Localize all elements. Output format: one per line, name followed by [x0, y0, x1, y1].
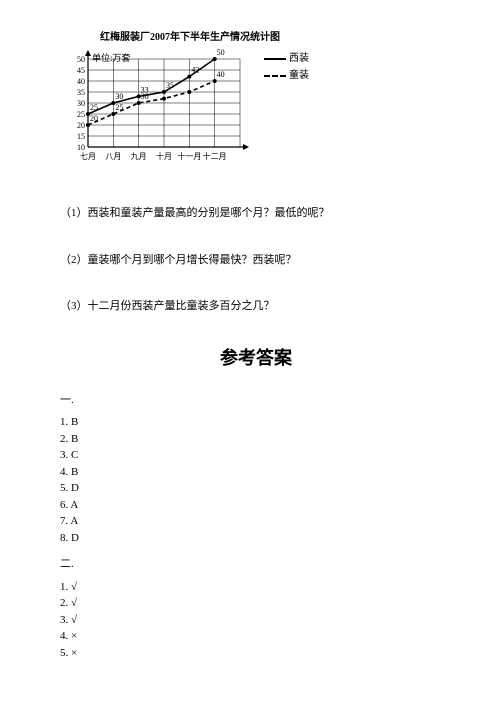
svg-text:十月: 十月 [156, 151, 172, 161]
answer-item: 2. √ [60, 595, 452, 612]
svg-text:50: 50 [217, 48, 225, 57]
legend-line-dashed [264, 75, 286, 77]
svg-text:15: 15 [77, 132, 85, 141]
legend-series1: 西装 [264, 51, 309, 66]
svg-text:20: 20 [77, 121, 85, 130]
svg-text:十二月: 十二月 [203, 151, 227, 161]
question-1: （1）西装和童装产量最高的分别是哪个月？最低的呢？ [60, 205, 452, 222]
answer-item: 5. × [60, 645, 452, 662]
line-chart: 单位:万套 10 15 20 25 30 35 40 45 50 七月八月 九月十月十一月十二月 25 3… [60, 47, 260, 175]
answer-item: 3. √ [60, 612, 452, 629]
svg-text:八月: 八月 [105, 152, 121, 161]
svg-text:30: 30 [77, 99, 85, 108]
svg-text:十一月: 十一月 [177, 151, 201, 161]
svg-text:25: 25 [115, 103, 123, 112]
svg-text:35: 35 [77, 88, 85, 97]
svg-text:20: 20 [90, 114, 98, 123]
answer-item: 8. D [60, 530, 452, 547]
answers-title: 参考答案 [60, 345, 452, 372]
svg-text:30: 30 [115, 92, 123, 101]
svg-text:七月: 七月 [80, 152, 96, 161]
answers-section-1: 一. [60, 392, 452, 409]
page-root: 红梅服装厂2007年下半年生产情况统计图 单位:万套 10 15 20 25 30 35 40… [0, 0, 500, 661]
svg-text:35: 35 [166, 81, 174, 90]
answer-item: 7. A [60, 513, 452, 530]
legend-label-1: 西装 [289, 51, 309, 66]
answers-section-2: 二. [60, 556, 452, 573]
chart-wrap: 单位:万套 10 15 20 25 30 35 40 45 50 七月八月 九月十月十一月十二月 25 3… [60, 47, 320, 175]
svg-text:10: 10 [77, 143, 85, 152]
answer-item: 4. × [60, 628, 452, 645]
answers-list-2: 1. √2. √3. √4. ×5. × [60, 579, 452, 662]
legend-label-2: 童装 [289, 68, 309, 83]
answer-item: 6. A [60, 497, 452, 514]
svg-text:单位:万套: 单位:万套 [92, 52, 131, 63]
chart-block: 红梅服装厂2007年下半年生产情况统计图 单位:万套 10 15 20 25 30 35 40… [60, 30, 320, 175]
svg-text:50: 50 [77, 55, 85, 64]
svg-text:30: 30 [141, 92, 149, 101]
answer-item: 1. √ [60, 579, 452, 596]
svg-text:40: 40 [217, 70, 225, 79]
answers-list-1: 1. B2. B3. C4. B5. D6. A7. A8. D [60, 414, 452, 546]
svg-text:45: 45 [77, 66, 85, 75]
question-3: （3）十二月份西装产量比童装多百分之几？ [60, 298, 452, 315]
legend-line-solid [264, 58, 286, 60]
svg-text:40: 40 [77, 77, 85, 86]
svg-text:42: 42 [191, 66, 199, 75]
answer-item: 3. C [60, 447, 452, 464]
chart-title: 红梅服装厂2007年下半年生产情况统计图 [60, 30, 320, 45]
question-2: （2）童装哪个月到哪个月增长得最快？西装呢？ [60, 252, 452, 269]
chart-legend: 西装 童装 [264, 51, 309, 85]
questions-block: （1）西装和童装产量最高的分别是哪个月？最低的呢？ （2）童装哪个月到哪个月增长… [60, 205, 452, 315]
svg-text:九月: 九月 [131, 152, 147, 161]
answer-item: 5. D [60, 480, 452, 497]
svg-text:25: 25 [90, 103, 98, 112]
answer-item: 1. B [60, 414, 452, 431]
answer-item: 2. B [60, 431, 452, 448]
legend-series2: 童装 [264, 68, 309, 83]
answer-item: 4. B [60, 464, 452, 481]
svg-text:25: 25 [77, 110, 85, 119]
